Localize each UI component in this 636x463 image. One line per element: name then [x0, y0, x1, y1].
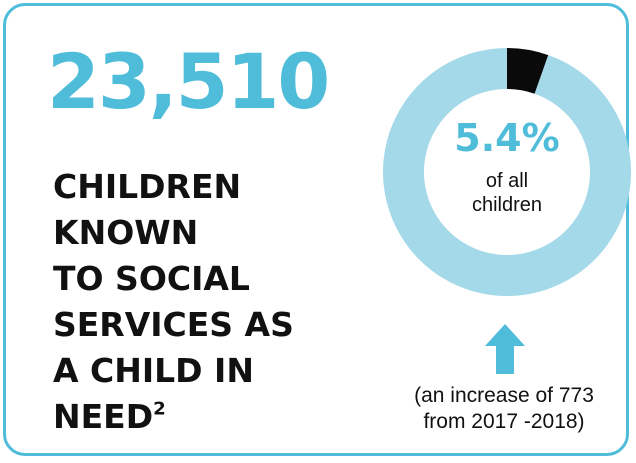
statistic-number: 23,510: [47, 37, 330, 126]
headline-line: TO SOCIAL: [53, 259, 250, 298]
donut-caption-line: children: [471, 194, 543, 216]
up-arrow-shape: [485, 324, 525, 374]
donut-caption: of all children: [382, 169, 632, 217]
up-arrow-icon: [485, 324, 525, 374]
increase-note: (an increase of 773 from 2017 -2018): [384, 383, 624, 435]
footnote-marker: 2: [153, 398, 166, 420]
donut-caption-line: of all: [485, 170, 529, 192]
statistic-headline: CHILDREN KNOWN TO SOCIAL SERVICES AS A C…: [53, 164, 333, 440]
donut-chart: 5.4% of all children: [382, 47, 632, 297]
donut-slice-0: [507, 48, 549, 94]
headline-line-last: NEED2: [53, 394, 333, 440]
headline-line: SERVICES AS: [53, 305, 294, 344]
headline-line: CHILDREN: [53, 167, 242, 206]
donut-chart-svg: [382, 48, 631, 296]
increase-note-line: from 2017 -2018): [423, 410, 585, 433]
donut-percentage: 5.4%: [454, 116, 560, 160]
headline-line: KNOWN: [53, 213, 199, 252]
donut-slice-1: [382, 48, 631, 296]
headline-line-text: NEED: [53, 397, 154, 436]
increase-note-line: (an increase of 773: [414, 384, 594, 407]
donut-center-label: 5.4% of all children: [382, 47, 632, 297]
headline-line: A CHILD IN: [53, 351, 254, 390]
